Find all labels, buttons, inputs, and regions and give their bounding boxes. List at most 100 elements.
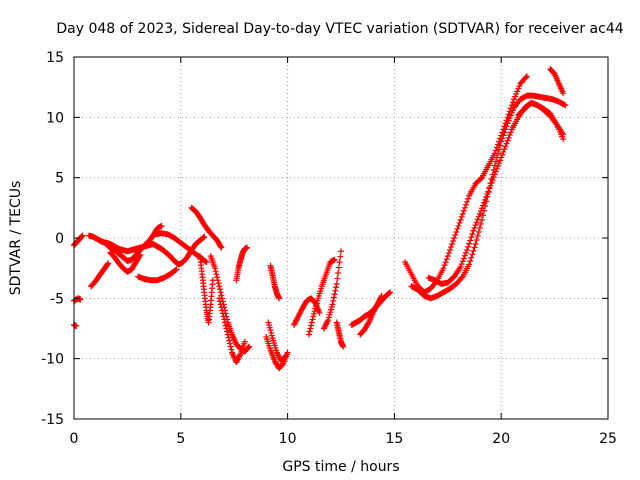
data-point — [224, 328, 231, 335]
data-point — [509, 107, 516, 114]
data-point — [330, 294, 337, 301]
data-point — [560, 90, 567, 97]
data-point — [461, 204, 468, 211]
data-point — [497, 157, 504, 164]
data-point — [498, 138, 505, 145]
series-track-A — [71, 232, 86, 249]
series-track-AA — [547, 66, 567, 97]
series-track-R — [291, 295, 323, 328]
data-point — [276, 295, 283, 302]
data-point — [387, 289, 394, 296]
data-point — [496, 146, 503, 153]
data-point — [480, 202, 487, 209]
data-point — [216, 286, 223, 293]
y-tick-label: -5 — [50, 291, 64, 307]
data-point — [79, 232, 86, 239]
data-point — [516, 83, 523, 90]
data-point — [228, 346, 235, 353]
data-point — [224, 331, 231, 338]
data-point — [440, 265, 447, 272]
data-point — [336, 259, 343, 266]
data-point — [509, 99, 516, 106]
data-point — [313, 300, 320, 307]
data-point — [508, 109, 515, 116]
data-point — [333, 280, 340, 287]
series-track-S — [305, 256, 338, 338]
data-point — [316, 309, 323, 316]
data-points — [71, 66, 569, 372]
series-track-H — [135, 266, 180, 284]
y-tick-label: 5 — [55, 171, 64, 187]
data-point — [480, 212, 487, 219]
data-point — [490, 174, 497, 181]
x-tick-label: 10 — [279, 431, 297, 447]
data-point — [511, 96, 518, 103]
data-point — [448, 244, 455, 251]
data-point — [475, 228, 482, 235]
data-point — [218, 292, 225, 299]
data-point — [282, 353, 289, 360]
data-point — [221, 316, 228, 323]
data-point — [281, 354, 288, 361]
data-point — [221, 319, 228, 326]
data-point — [474, 232, 481, 239]
data-point — [452, 231, 459, 238]
data-point — [458, 261, 465, 268]
series-track-N — [233, 244, 251, 284]
data-point — [216, 295, 223, 302]
series-track-U — [333, 319, 347, 350]
data-point — [460, 207, 467, 214]
data-point — [471, 244, 478, 251]
data-point — [332, 287, 339, 294]
data-point — [504, 120, 511, 127]
data-point — [450, 238, 457, 245]
data-point — [158, 222, 165, 229]
series-track-M — [216, 295, 248, 366]
data-point — [501, 146, 508, 153]
data-point — [305, 331, 312, 338]
data-point — [494, 163, 501, 170]
data-point — [474, 216, 481, 223]
data-point — [308, 322, 315, 329]
data-point — [457, 216, 464, 223]
data-point — [201, 233, 208, 240]
data-point — [506, 132, 513, 139]
data-point — [462, 201, 469, 208]
series-track-B — [71, 295, 84, 304]
data-point — [441, 262, 448, 269]
data-point — [340, 343, 347, 350]
series-track-P — [265, 319, 289, 365]
data-point — [378, 292, 385, 299]
data-point — [268, 332, 275, 339]
data-point — [482, 196, 489, 203]
data-point — [507, 129, 514, 136]
data-point — [477, 208, 484, 215]
data-point — [219, 310, 226, 317]
data-point — [386, 289, 393, 296]
data-point — [246, 343, 253, 350]
data-point — [329, 301, 336, 308]
data-point — [477, 175, 484, 182]
data-point — [330, 297, 337, 304]
data-point — [501, 129, 508, 136]
data-point — [500, 148, 507, 155]
data-point — [265, 319, 272, 326]
data-point — [499, 135, 506, 142]
data-point — [469, 230, 476, 237]
data-point — [226, 337, 233, 344]
data-point — [216, 283, 223, 290]
data-point — [522, 74, 529, 81]
y-tick-label: 10 — [46, 110, 64, 126]
data-point — [515, 85, 522, 92]
data-point — [212, 268, 219, 275]
grid — [74, 57, 608, 419]
series-track-J — [188, 204, 225, 251]
data-point — [215, 280, 222, 287]
data-point — [220, 313, 227, 320]
data-point — [496, 160, 503, 167]
data-point — [460, 255, 467, 262]
data-point — [77, 296, 84, 303]
data-point — [464, 247, 471, 254]
data-point — [483, 193, 490, 200]
data-point — [173, 266, 180, 273]
